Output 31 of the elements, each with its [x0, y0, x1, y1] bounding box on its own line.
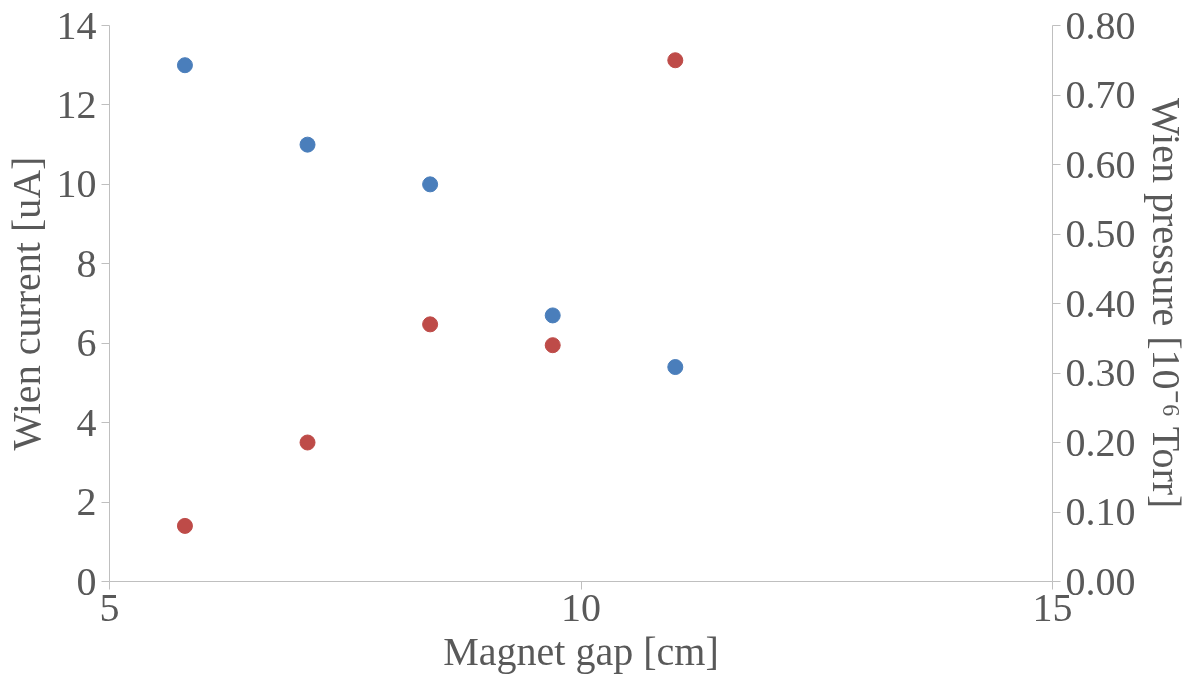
y2-tick-label: 0.10 [1065, 489, 1136, 534]
point [667, 52, 684, 69]
point [422, 176, 439, 193]
y-tick-label: 14 [56, 2, 97, 48]
y2-tick-label: 0.30 [1065, 350, 1136, 395]
point [299, 434, 316, 451]
y2-tick-label: 0.80 [1065, 2, 1136, 48]
y2-tick-label: 0.20 [1065, 419, 1136, 465]
x-axis-title: Magnet gap [cm] [443, 628, 719, 674]
y2-tick-label: 0.60 [1065, 141, 1136, 187]
y2-tick-label: 0.40 [1065, 280, 1136, 326]
y-tick-label: 2 [76, 479, 97, 525]
y-tick-label: 6 [76, 320, 97, 366]
y2-axis-title: Wien pressure [10⁻⁶ Torr] [1143, 97, 1189, 509]
point [544, 307, 561, 324]
point [422, 316, 439, 333]
y-tick-label: 12 [56, 81, 97, 127]
point [176, 57, 193, 74]
y2-tick-label: 0.50 [1065, 211, 1136, 256]
point [176, 517, 193, 534]
y2-tick-label: 0.70 [1065, 72, 1136, 117]
x-tick-label: 5 [99, 584, 120, 630]
y-tick-label: 10 [56, 161, 97, 207]
x-tick-label: 10 [561, 584, 601, 630]
y-axis-title: Wien current [uA] [3, 156, 49, 451]
y-tick-label: 4 [76, 399, 97, 445]
y-tick-label: 8 [76, 240, 97, 286]
point [667, 359, 684, 376]
y-tick-label: 0 [76, 558, 97, 604]
point [299, 136, 316, 153]
point [544, 337, 561, 354]
